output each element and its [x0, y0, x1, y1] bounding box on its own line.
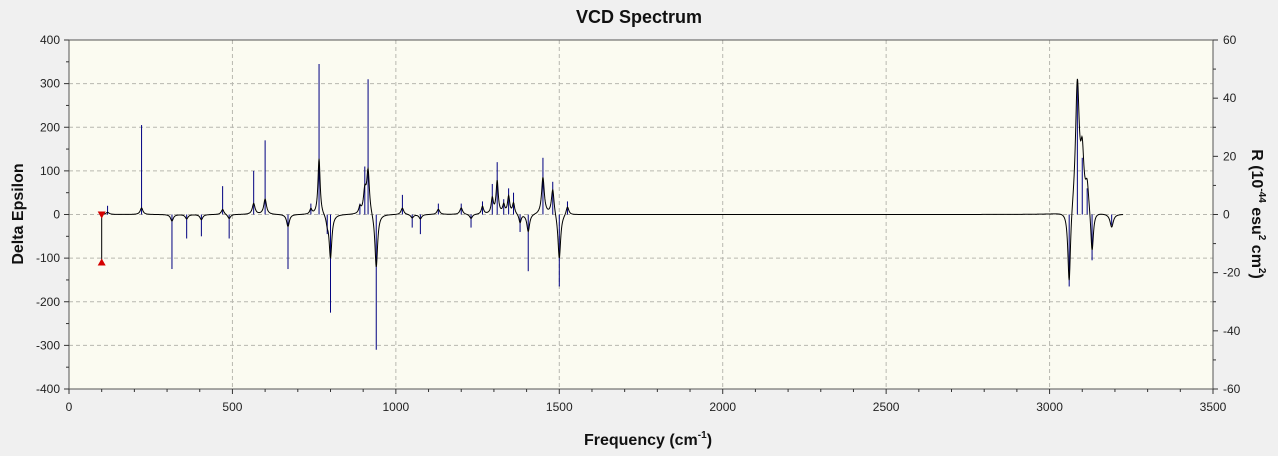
x-axis-title-main: Frequency (cm [584, 432, 698, 449]
y-axis-left-title: Delta Epsilon [10, 163, 27, 264]
x-tick-label: 3000 [1036, 400, 1063, 414]
y-right-title-s2: 2 [1256, 235, 1267, 241]
y-right-title-p3: cm [1248, 240, 1265, 268]
x-axis-title: Frequency (cm-1) [584, 430, 712, 449]
y-left-tick-label: 100 [40, 164, 60, 178]
marker-bottom-triangle [97, 258, 106, 266]
x-tick-label: 1500 [546, 400, 573, 414]
y-left-tick-label: 0 [53, 208, 60, 222]
x-axis-title-sup: -1 [698, 430, 707, 441]
y-right-tick-label: -20 [1223, 266, 1241, 280]
chart-title: VCD Spectrum [576, 7, 702, 27]
y-right-tick-label: 20 [1223, 149, 1237, 163]
x-axis-title-end: ) [707, 432, 712, 449]
y-left-tick-label: -200 [36, 295, 60, 309]
y-left-tick-label: 400 [40, 33, 60, 47]
y-left-tick-label: 200 [40, 120, 60, 134]
spectrum-curve [101, 78, 1124, 281]
y-right-tick-label: 60 [1223, 33, 1237, 47]
y-left-tick-label: -400 [36, 382, 60, 396]
y-right-tick-label: -40 [1223, 324, 1241, 338]
y-right-title-p4: ) [1248, 273, 1265, 278]
x-tick-label: 1000 [383, 400, 410, 414]
y-right-tick-label: -60 [1223, 382, 1241, 396]
y-right-title-p2: esu [1248, 203, 1265, 235]
x-tick-label: 500 [222, 400, 242, 414]
y-right-tick-label: 0 [1223, 208, 1230, 222]
x-tick-label: 0 [66, 400, 73, 414]
y-left-tick-label: 300 [40, 77, 60, 91]
x-tick-label: 2500 [873, 400, 900, 414]
x-tick-label: 2000 [709, 400, 736, 414]
y-left-tick-label: -100 [36, 251, 60, 265]
y-right-title-s1: -44 [1256, 188, 1267, 203]
y-right-title-p1: R (10 [1248, 149, 1265, 188]
x-tick-label: 3500 [1200, 400, 1227, 414]
y-axis-right-title: R (10-44 esu2 cm2) [1248, 149, 1267, 279]
marker-top-triangle [97, 211, 106, 219]
y-right-title-s3: 2 [1256, 268, 1267, 274]
y-right-tick-label: 40 [1223, 91, 1237, 105]
y-left-tick-label: -300 [36, 338, 60, 352]
